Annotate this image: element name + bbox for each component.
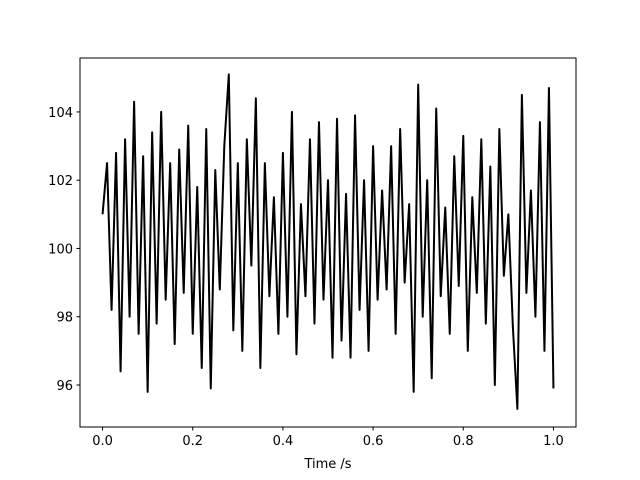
x-tick-label: 0.4 [273,434,294,449]
y-tick-label: 100 [48,242,73,257]
x-tick-label: 0.8 [453,434,474,449]
x-tick-label: 1.0 [543,434,564,449]
axes-frame [79,57,577,428]
x-tick-label: 0.2 [182,434,203,449]
data-line [101,73,555,410]
y-tick-label: 96 [56,379,73,394]
y-tick-label: 104 [48,106,73,121]
y-tick-label: 102 [48,174,73,189]
x-axis-label: Time /s [303,457,351,472]
y-tick-label: 98 [56,311,73,326]
x-tick-label: 0.6 [363,434,384,449]
x-tick-label: 0.0 [92,434,113,449]
